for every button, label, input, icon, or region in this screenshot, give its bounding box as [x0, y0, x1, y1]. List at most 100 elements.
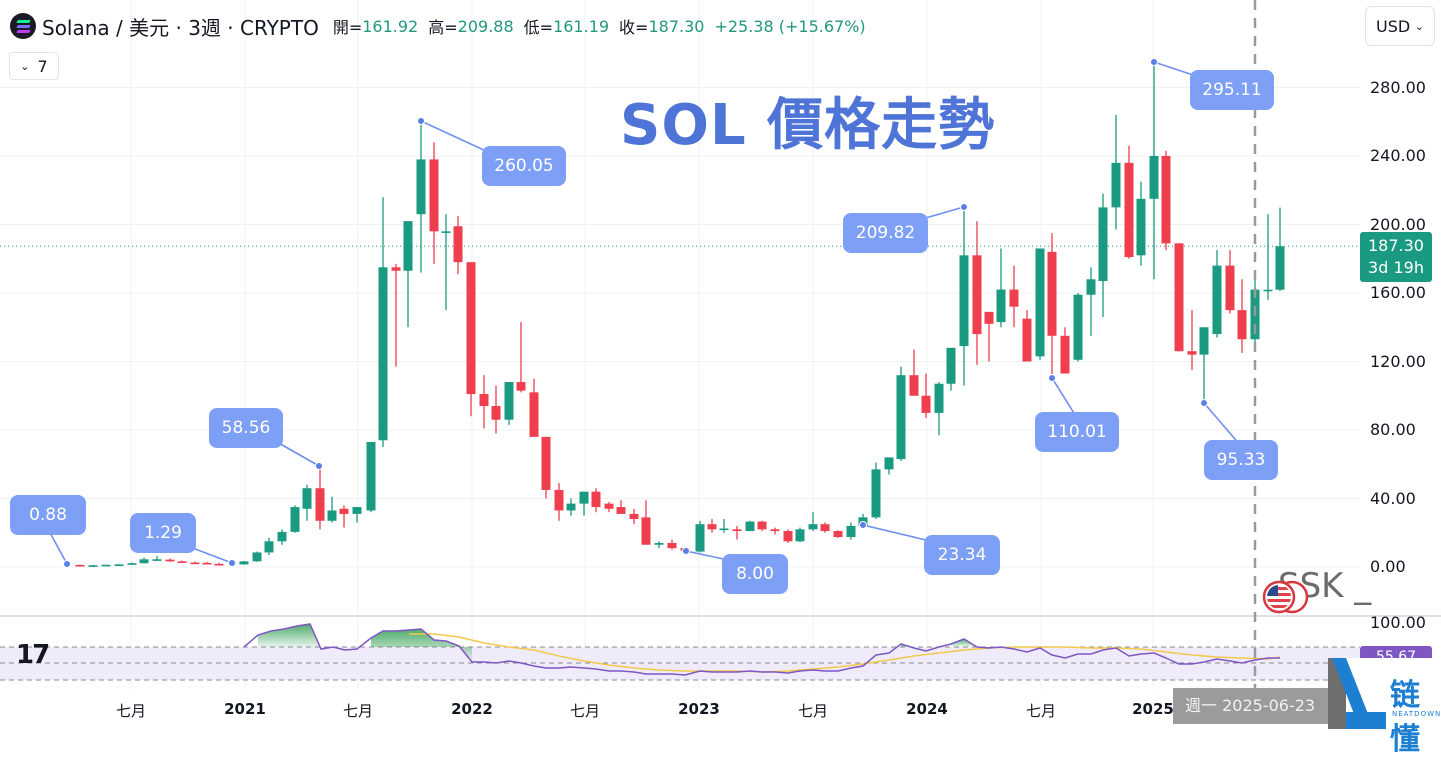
x-axis-label: 2022: [451, 700, 493, 718]
candle-up: [1035, 248, 1045, 357]
candle-up: [302, 488, 312, 509]
candlestick-chart[interactable]: [0, 0, 1441, 729]
candle-up: [871, 469, 881, 518]
annotation-anchor-dot: [859, 521, 867, 529]
y-axis-label: 0.00: [1370, 557, 1406, 576]
candle-up: [403, 221, 413, 271]
neatdown-watermark: [1328, 658, 1441, 729]
candle-down: [554, 489, 564, 511]
chevron-down-icon: ⌄: [20, 59, 30, 73]
candle-down: [1225, 265, 1235, 311]
candle-up: [959, 255, 969, 347]
candle-up: [1199, 327, 1209, 355]
x-axis-label: 2021: [224, 700, 266, 718]
candle-up: [1098, 207, 1108, 282]
candle-down: [1009, 289, 1019, 307]
candle-up: [139, 559, 149, 564]
currency-select[interactable]: USD ⌄: [1365, 6, 1435, 46]
x-axis-label: 七月: [797, 702, 829, 720]
candle-down: [770, 529, 780, 532]
candle-down: [1124, 162, 1134, 258]
candle-down: [732, 529, 742, 532]
x-axis-label: 2024: [906, 700, 948, 718]
price-annotation[interactable]: 209.82: [843, 213, 928, 253]
candle-down: [541, 436, 551, 490]
candle-down: [921, 395, 931, 413]
candle-down: [984, 311, 994, 324]
candle-down: [339, 508, 349, 514]
ohlc-low-value: 161.19: [553, 16, 610, 36]
crosshair-date-tooltip: 週一 2025-06-23: [1173, 688, 1337, 724]
price-annotation[interactable]: 23.34: [924, 535, 1000, 575]
candle-down: [629, 513, 639, 520]
candle-down: [479, 394, 489, 407]
bar-countdown: 3d 19h: [1368, 258, 1424, 277]
candle-up: [1275, 246, 1285, 290]
annotation-connector: [276, 441, 320, 467]
y-axis-label: 80.00: [1370, 420, 1416, 439]
tradingview-logo-icon[interactable]: 17: [16, 640, 50, 670]
candle-up: [1149, 156, 1159, 199]
candle-down: [820, 524, 830, 532]
price-annotation[interactable]: 110.01: [1035, 412, 1119, 452]
candle-down: [165, 559, 175, 562]
candle-up: [152, 559, 162, 561]
candle-down: [516, 382, 526, 391]
annotation-anchor-dot: [682, 547, 690, 555]
current-price-tag: 187.30 3d 19h: [1360, 232, 1432, 282]
chart-title: SOL 價格走勢: [620, 93, 996, 158]
candle-up: [795, 529, 805, 542]
candle-up: [101, 564, 111, 567]
annotation-anchor-dot: [1048, 374, 1056, 382]
candle-down: [1047, 251, 1057, 336]
candle-up: [252, 552, 262, 562]
rsi-ma-line: [409, 633, 1281, 673]
price-annotation[interactable]: 0.88: [10, 495, 86, 535]
candle-down: [1237, 310, 1247, 340]
neatdown-logo-icon: [1328, 658, 1386, 729]
symbol-header: Solana / 美元 · 3週 · CRYPTO 開= 161.92 高= 2…: [10, 10, 866, 42]
candle-up: [1111, 162, 1121, 208]
price-annotation[interactable]: 295.11: [1190, 70, 1274, 110]
annotation-connector: [862, 524, 931, 542]
annotation-anchor-dot: [417, 117, 425, 125]
candle-up: [88, 565, 98, 567]
y-axis-label: 280.00: [1370, 77, 1426, 97]
price-annotation[interactable]: 95.33: [1204, 440, 1278, 480]
candle-up: [441, 231, 451, 233]
candle-down: [667, 543, 677, 549]
candle-up: [366, 441, 376, 511]
candle-down: [833, 531, 843, 538]
candle-down: [616, 507, 626, 514]
annotation-connector: [685, 550, 729, 561]
ohlc-open-value: 161.92: [362, 16, 419, 36]
candle-up: [290, 507, 300, 532]
price-annotation[interactable]: 260.05: [482, 146, 566, 186]
ohlc-open-label: 開=: [332, 18, 363, 37]
annotation-anchor-dot: [1200, 399, 1208, 407]
candle-up: [239, 561, 249, 565]
annotation-connector: [1203, 402, 1242, 447]
candle-up: [579, 491, 589, 504]
x-axis-label: 七月: [342, 702, 374, 720]
candle-down: [429, 159, 439, 232]
symbol-title[interactable]: Solana / 美元 · 3週 · CRYPTO: [42, 15, 319, 40]
candle-up: [1136, 198, 1146, 256]
y-axis-label: 240.00: [1370, 146, 1426, 165]
candle-down: [707, 524, 717, 530]
annotation-connector: [1051, 377, 1078, 419]
candle-up: [996, 289, 1006, 323]
price-annotation[interactable]: 58.56: [209, 408, 283, 448]
price-annotation[interactable]: 8.00: [722, 554, 788, 594]
candle-down: [202, 562, 212, 565]
candle-up: [808, 524, 818, 530]
candle-up: [896, 375, 906, 460]
y-axis-label: 120.00: [1370, 351, 1426, 371]
x-axis-label: 七月: [115, 702, 147, 720]
annotation-anchor-dot: [1150, 58, 1158, 66]
candle-up: [719, 528, 729, 531]
indicators-toggle-button[interactable]: ⌄ 7: [9, 52, 59, 80]
candle-down: [909, 375, 919, 396]
price-annotation[interactable]: 1.29: [130, 513, 196, 553]
x-axis-label: 2023: [678, 700, 720, 718]
